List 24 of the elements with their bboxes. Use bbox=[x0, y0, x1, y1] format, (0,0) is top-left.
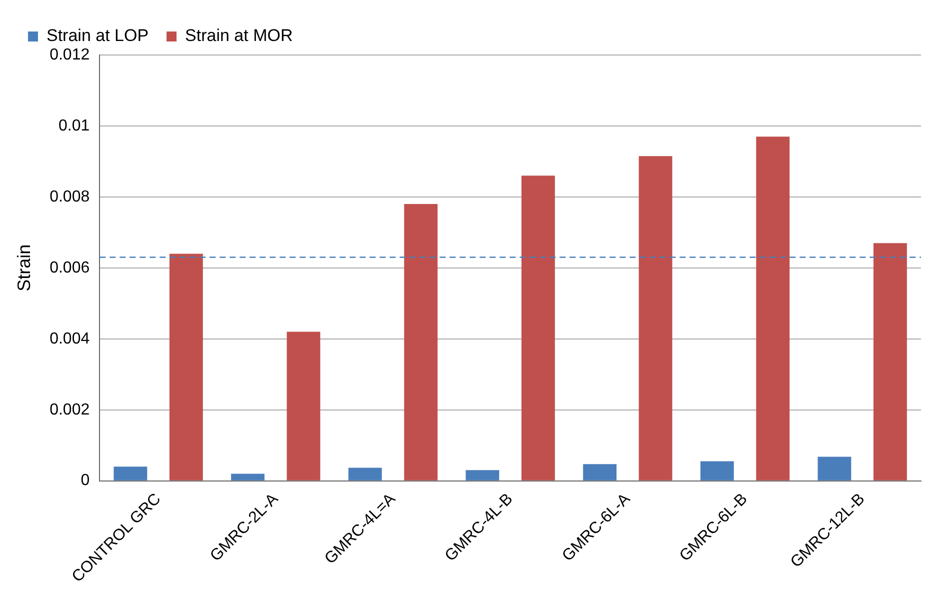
y-tick-label: 0.004 bbox=[50, 330, 90, 348]
bar bbox=[700, 461, 734, 480]
y-tick-label: 0 bbox=[80, 472, 90, 490]
bar bbox=[231, 474, 264, 480]
bar bbox=[114, 466, 148, 480]
bar bbox=[348, 468, 382, 480]
y-tick-label: 0.008 bbox=[50, 188, 90, 206]
bar bbox=[818, 456, 852, 480]
bar bbox=[404, 204, 438, 480]
bar bbox=[756, 136, 790, 480]
bar bbox=[873, 243, 907, 480]
legend-label: Strain at MOR bbox=[185, 26, 293, 46]
legend-label: Strain at LOP bbox=[46, 26, 149, 46]
bar bbox=[638, 156, 672, 480]
bar bbox=[521, 176, 555, 480]
y-tick-label: 0.006 bbox=[50, 259, 90, 276]
bar bbox=[466, 470, 500, 480]
bar bbox=[286, 332, 320, 480]
y-axis-title: Strain bbox=[14, 244, 34, 292]
y-tick-label: 0.002 bbox=[50, 401, 90, 418]
y-tick-label: 0.012 bbox=[50, 46, 90, 64]
bar bbox=[169, 254, 203, 480]
bar bbox=[583, 464, 617, 480]
y-tick-label: 0.01 bbox=[58, 117, 90, 134]
